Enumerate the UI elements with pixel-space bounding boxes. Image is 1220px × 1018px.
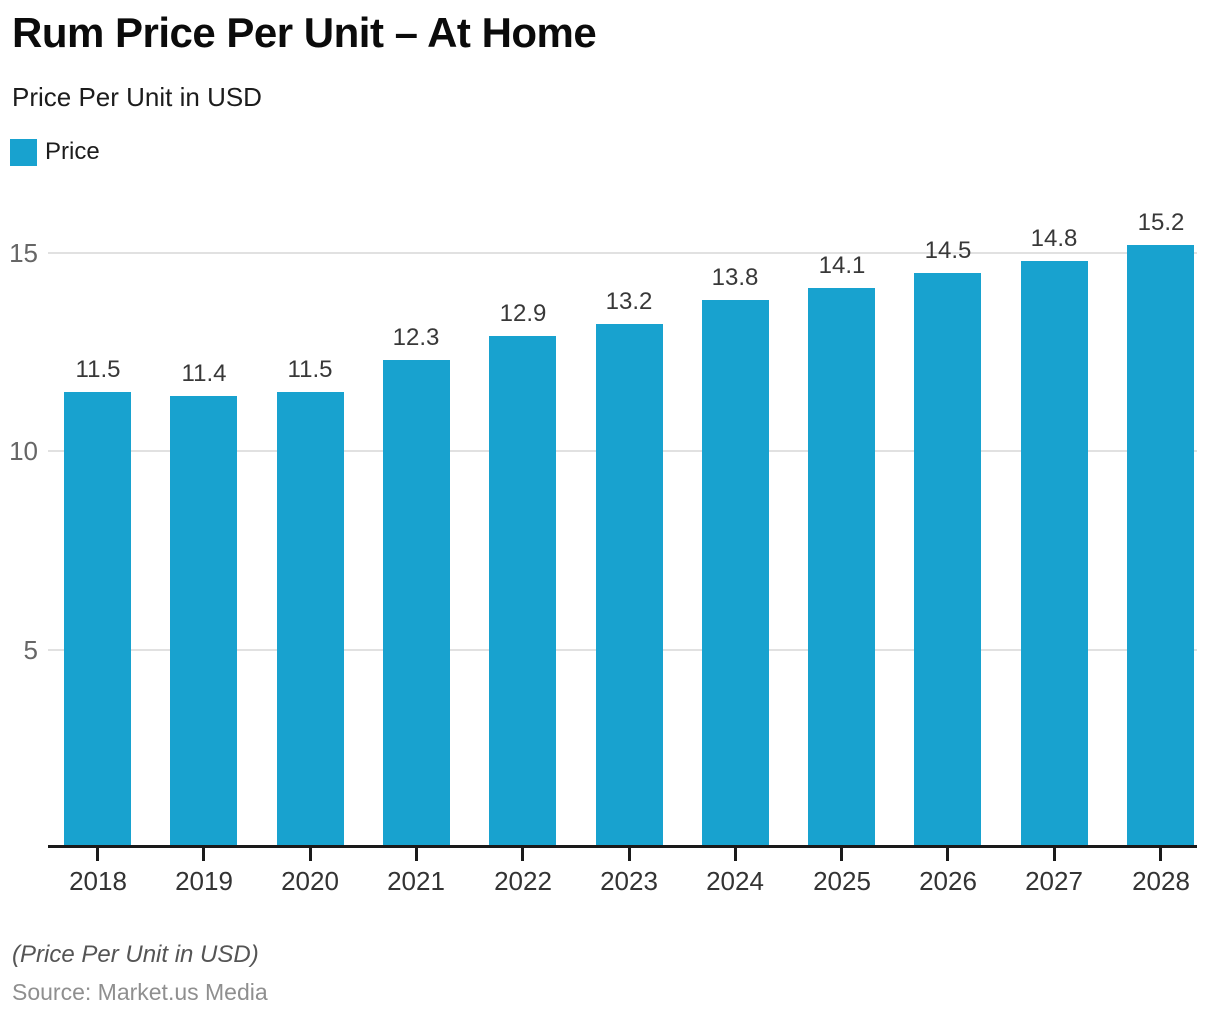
value-label-2023: 13.2 xyxy=(605,288,653,315)
bar-2019[interactable] xyxy=(170,396,237,845)
x-axis-tick-2022 xyxy=(521,848,524,861)
x-axis-tick-2021 xyxy=(415,848,418,861)
y-axis-label-15: 15 xyxy=(9,238,38,268)
legend-item-price[interactable]: Price xyxy=(10,138,100,166)
x-axis-tick-2023 xyxy=(628,848,631,861)
source-credit: Source: Market.us Media xyxy=(12,979,268,1005)
x-axis-tick-2024 xyxy=(734,848,737,861)
value-label-2018: 11.5 xyxy=(75,356,121,383)
bar-2018[interactable] xyxy=(64,392,131,845)
x-axis-label-2024: 2024 xyxy=(706,866,764,896)
gridline-15 xyxy=(48,252,1197,254)
value-label-2019: 11.4 xyxy=(181,360,227,387)
chart-title: Rum Price Per Unit – At Home xyxy=(12,9,597,56)
x-axis-label-2020: 2020 xyxy=(281,866,339,896)
x-axis-line xyxy=(48,845,1197,848)
bar-2024[interactable] xyxy=(702,300,769,845)
value-label-2028: 15.2 xyxy=(1137,209,1185,236)
x-axis-tick-2027 xyxy=(1053,848,1056,861)
legend-swatch xyxy=(10,138,37,166)
x-axis-label-2023: 2023 xyxy=(600,866,658,896)
footnote: (Price Per Unit in USD) xyxy=(12,941,259,968)
x-axis-label-2019: 2019 xyxy=(175,866,233,896)
bar-2027[interactable] xyxy=(1021,261,1088,845)
x-axis-label-2027: 2027 xyxy=(1025,866,1083,896)
bar-2023[interactable] xyxy=(596,324,663,845)
y-axis-label-10: 10 xyxy=(9,436,38,466)
legend: Price xyxy=(10,138,100,166)
value-label-2020: 11.5 xyxy=(287,356,333,383)
bar-2026[interactable] xyxy=(914,273,981,845)
x-axis-tick-2026 xyxy=(946,848,949,861)
x-axis-label-2021: 2021 xyxy=(387,866,445,896)
legend-label: Price xyxy=(45,138,100,165)
x-axis-tick-2020 xyxy=(309,848,312,861)
value-label-2025: 14.1 xyxy=(818,252,866,279)
bar-2028[interactable] xyxy=(1127,245,1194,845)
bar-2021[interactable] xyxy=(383,360,450,845)
x-axis-tick-2028 xyxy=(1159,848,1162,861)
value-label-2026: 14.5 xyxy=(924,237,972,264)
value-label-2021: 12.3 xyxy=(392,324,440,351)
value-label-2022: 12.9 xyxy=(499,300,547,327)
value-label-2024: 13.8 xyxy=(711,264,759,291)
value-label-2027: 14.8 xyxy=(1030,225,1078,252)
y-axis-label-5: 5 xyxy=(23,635,38,665)
bar-2022[interactable] xyxy=(489,336,556,845)
x-axis-label-2018: 2018 xyxy=(69,866,127,896)
chart-subtitle: Price Per Unit in USD xyxy=(12,82,262,112)
x-axis-tick-2018 xyxy=(96,848,99,861)
x-axis-tick-2019 xyxy=(202,848,205,861)
x-axis-label-2026: 2026 xyxy=(919,866,977,896)
bar-2025[interactable] xyxy=(808,288,875,845)
x-axis-tick-2025 xyxy=(840,848,843,861)
x-axis-label-2025: 2025 xyxy=(813,866,871,896)
x-axis-label-2022: 2022 xyxy=(494,866,552,896)
x-axis-label-2028: 2028 xyxy=(1132,866,1190,896)
bar-2020[interactable] xyxy=(277,392,344,845)
